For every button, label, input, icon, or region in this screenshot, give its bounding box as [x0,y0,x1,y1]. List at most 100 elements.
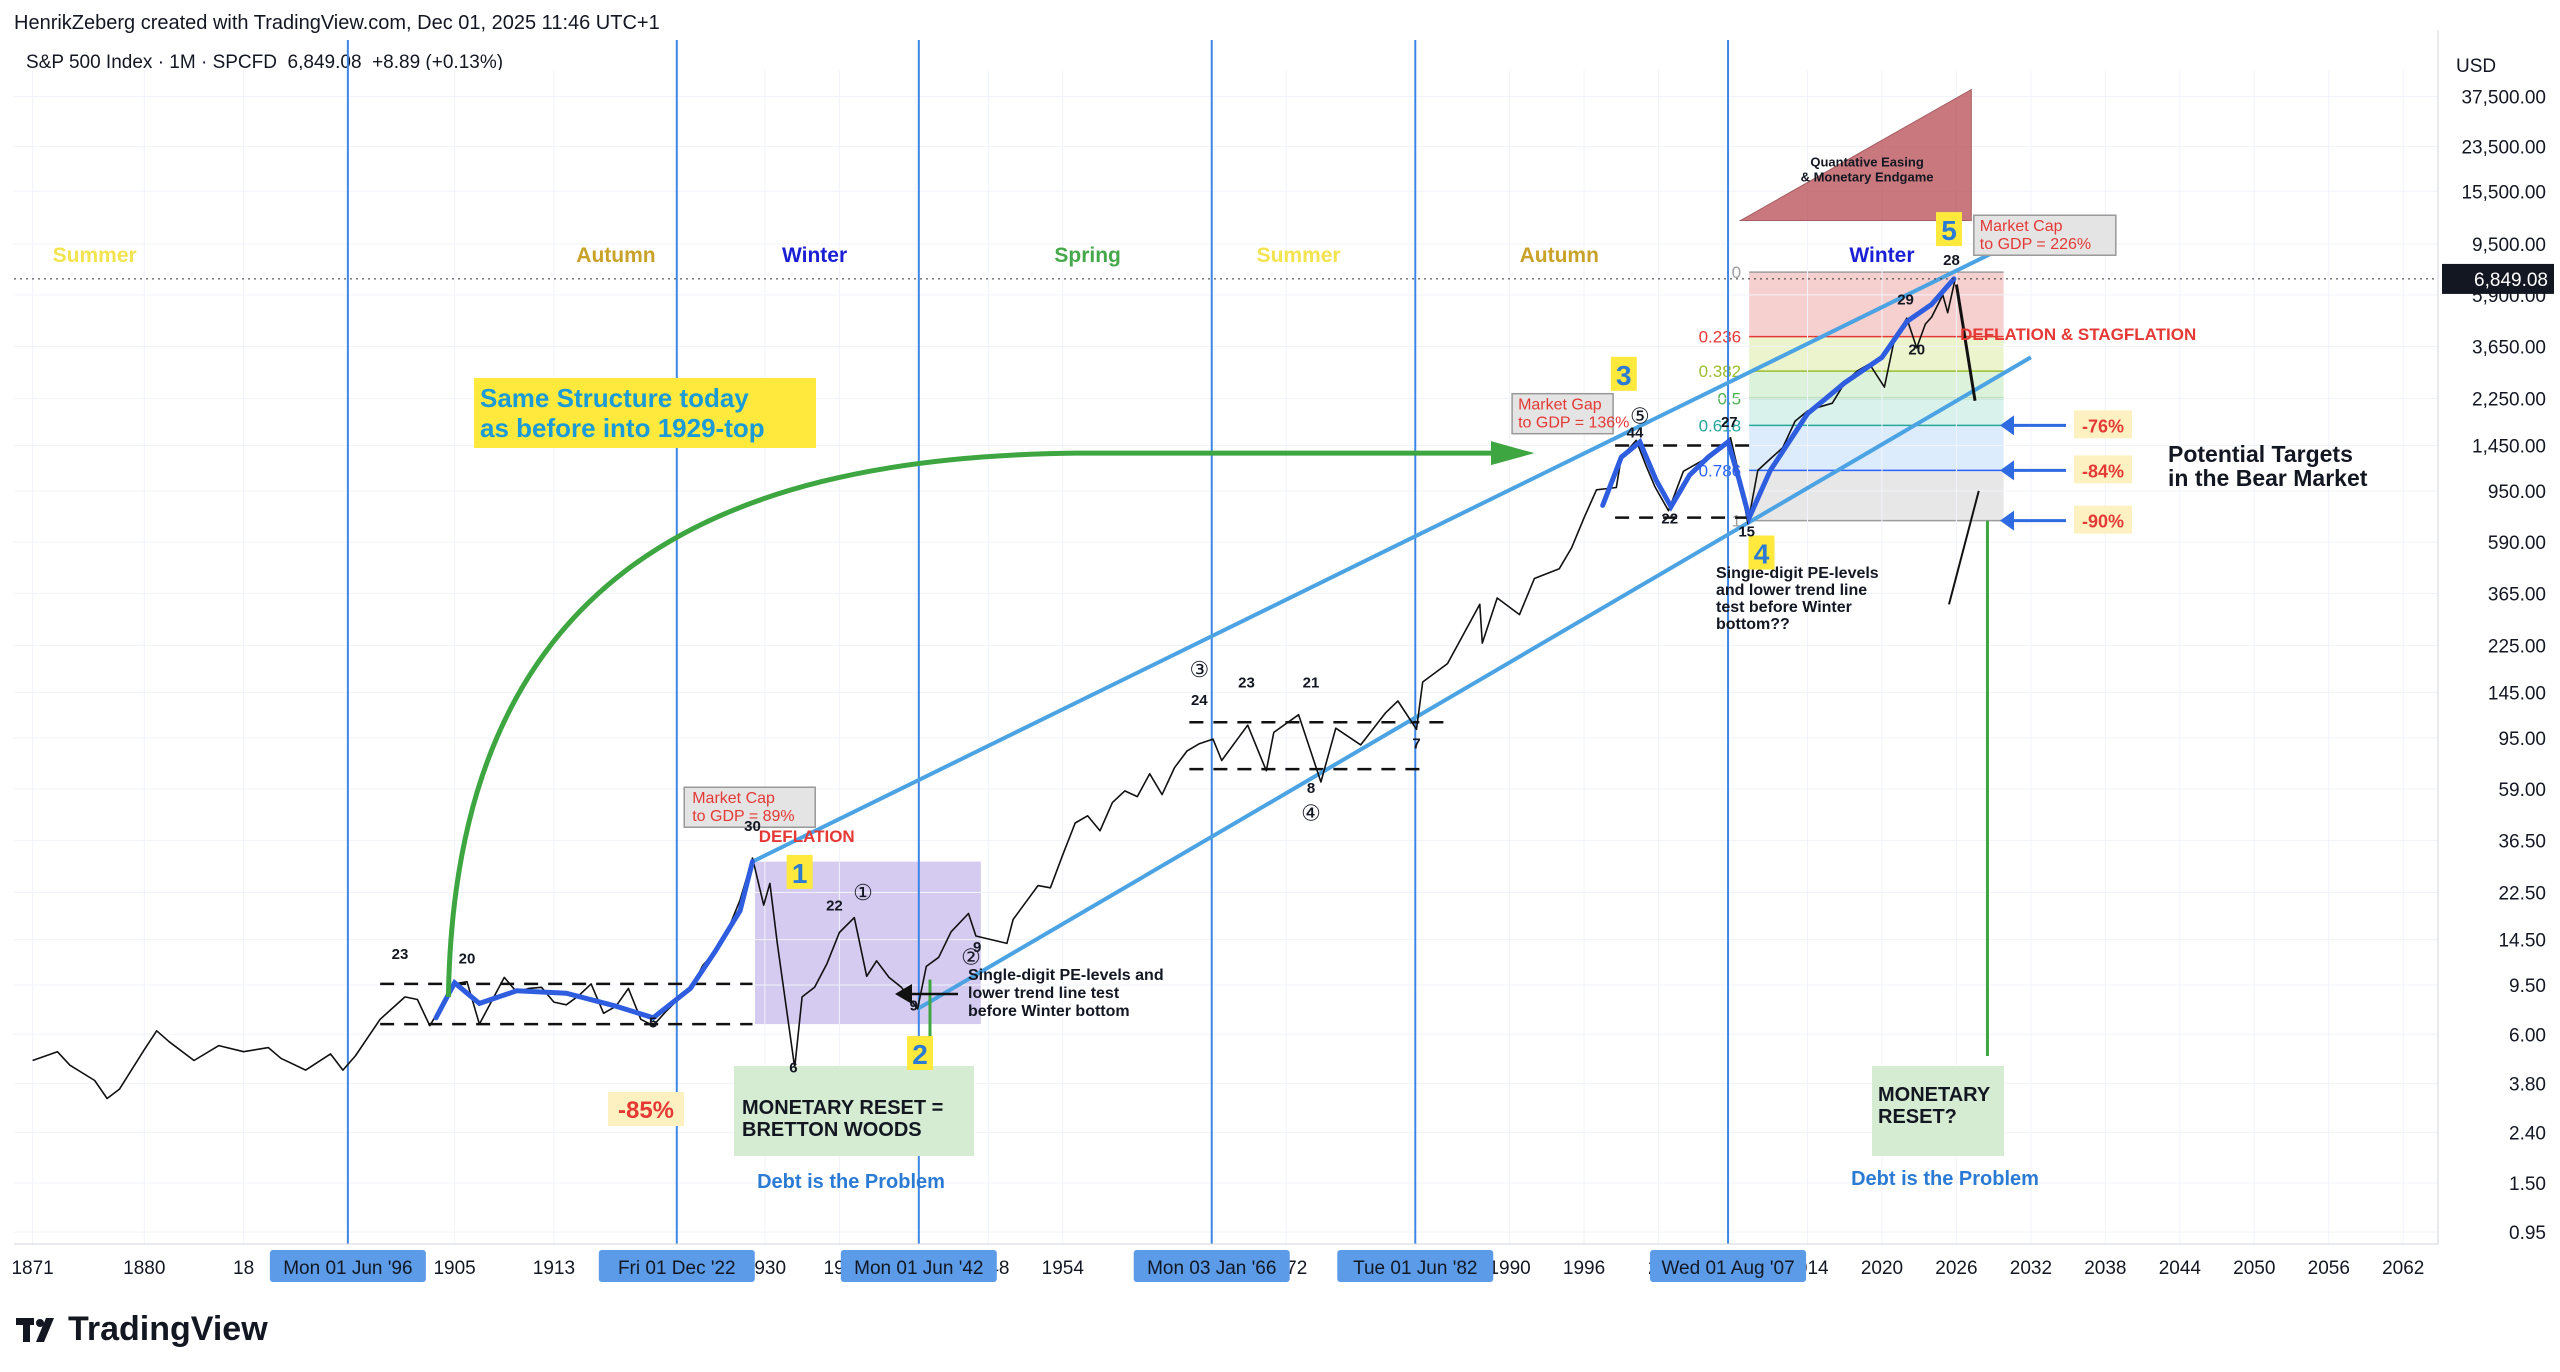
y-tick-label: 950.00 [2488,482,2546,503]
y-tick-label: 36.50 [2498,832,2546,853]
date-badge [269,1250,426,1282]
circled-wave-label: ④ [1301,801,1321,826]
y-tick-label: 59.00 [2498,780,2546,801]
same-structure-arrow [445,450,1510,997]
x-tick-label: 1913 [533,1258,575,1279]
cycle-year-label: 21 [1303,675,1320,692]
market-cap-1929-text: Market Cap to GDP = 89% [692,790,794,825]
x-tick-label: 2020 [1861,1258,1903,1279]
y-tick-label: 365.00 [2488,585,2546,606]
structure-curve-1929 [433,859,755,1021]
cycle-year-label: 27 [1721,414,1738,431]
wave-box [1935,212,1962,247]
y-tick-label: 1.50 [2509,1174,2546,1195]
date-badge-label: Mon 03 Jan '66 [1147,1258,1276,1279]
fib-zone [1749,470,2004,521]
attribution-text: HenrikZeberg created with TradingView.co… [14,12,660,34]
symbol-line: S&P 500 Index · 1M · SPCFD 6,849.08 +8.8… [26,52,503,74]
fib-zone [1749,336,2004,372]
projected-decline-arrow [1954,284,1977,402]
market-cap-1929-box [683,786,816,828]
cycle-year-label: 23 [392,946,409,963]
circled-wave-label: ② [961,945,981,970]
same-structure-box [474,378,816,448]
y-tick-label: 0.95 [2509,1223,2546,1244]
same-structure-text: Same Structure today as before into 1929-… [480,383,765,443]
cycle-year-label: 15 [1738,524,1755,541]
season-label: Winter [1849,244,1914,267]
cycle-year-label: 5 [649,1014,657,1031]
y-tick-label: 225.00 [2488,636,2546,657]
market-gap-2000-box [1511,392,1614,435]
last-price-tag [2442,263,2554,294]
y-tick-label: 9,500.00 [2472,235,2546,256]
cycle-year-label: 7 [1412,736,1420,753]
market-gap-2000-text: Market Gap to GDP = 136% [1518,397,1629,432]
arrow-head-icon [895,984,912,1004]
x-tick-label: 1996 [1563,1258,1605,1279]
season-label: Summer [53,244,137,267]
x-tick-label: 1990 [1488,1258,1530,1279]
wave-label: 4 [1754,539,1770,570]
monetary-reset-box-2 [1872,1066,2004,1156]
lower-trend-line [916,355,2032,1011]
x-tick-label: 1871 [11,1258,53,1279]
fib-zone [1749,398,2004,426]
date-badge-label: Wed 01 Aug '07 [1661,1258,1794,1279]
debt-problem-text-1: Debt is the Problem [757,1171,945,1193]
date-badge [598,1250,755,1282]
y-tick-label: 3,650.00 [2472,337,2546,358]
minus-85-text: -85% [618,1097,674,1124]
deflation-text: DEFLATION [759,827,855,846]
y-tick-label: 22.50 [2498,883,2546,904]
y-tick-label: 2.40 [2509,1124,2546,1145]
target-label: -84% [2082,461,2124,481]
debt-problem-text-2: Debt is the Problem [1851,1168,2039,1190]
cycle-year-label: 20 [1908,342,1925,359]
fib-level-label: 0 [1732,263,1741,282]
y-tick-label: 3.80 [2509,1074,2546,1095]
plot-area [14,70,2438,1244]
cycle-year-label: 23 [1238,675,1255,692]
cycle-year-label: 24 [1191,692,1208,709]
y-tick-label: 9.50 [2509,976,2546,997]
wave-box [786,854,813,889]
arrow-head-icon [1490,441,1535,466]
arrow-head-icon [2000,460,2014,481]
season-label: Summer [1257,244,1341,267]
y-tick-label: 590.00 [2488,533,2546,554]
wave-label: 1 [792,858,808,889]
monetary-reset-box-1 [734,1066,974,1156]
cycle-year-label: 8 [1307,780,1315,797]
symbol-name[interactable]: S&P 500 Index · 1M · SPCFD [26,52,277,73]
cycle-year-label: 9 [910,997,918,1014]
cycle-year-label: 44 [1627,425,1644,442]
wave-label: 2 [912,1039,928,1070]
y-tick-label: 14.50 [2498,931,2546,952]
monetary-reset-text-2: MONETARY RESET? [1878,1084,1991,1128]
tradingview-brand-name: TradingView [68,1310,268,1348]
y-tick-label: 6.00 [2509,1025,2546,1046]
target-box [2074,505,2132,534]
market-cap-now-box [1973,214,2117,256]
symbol-change: +8.89 (+0.13%) [372,52,504,73]
season-label: Winter [782,244,847,267]
qe-endgame-triangle [1738,88,1972,222]
x-tick-label: 2044 [2159,1258,2202,1279]
fib-level-label: 1 [1732,512,1741,531]
tradingview-brand[interactable]: TradingView [16,1310,268,1349]
date-badge [840,1250,997,1282]
qe-endgame-text: Quantative Easing & Monetary Endgame [1801,155,1934,185]
season-label: Spring [1054,244,1121,267]
cycle-year-label: 20 [459,951,476,968]
fib-level-label: 0.618 [1699,416,1742,435]
x-tick-label: 2056 [2308,1258,2350,1279]
date-badge [1650,1250,1807,1282]
x-tick-label: 18 [233,1258,254,1279]
market-cap-now-text: Market Cap to GDP = 226% [1980,218,2091,253]
fib-zone [1749,272,2004,337]
y-tick-label: 1,450.00 [2472,437,2546,458]
season-label: Autumn [576,244,655,267]
monetary-reset-text-1: MONETARY RESET = BRETTON WOODS [742,1097,943,1141]
